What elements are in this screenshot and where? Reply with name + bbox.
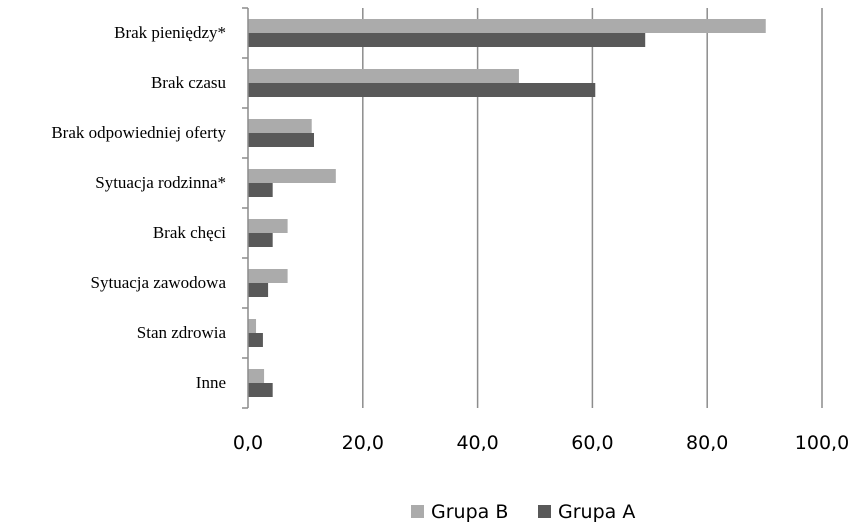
bar-grupa-b <box>248 369 265 383</box>
bar-grupa-a <box>248 83 596 97</box>
category-label: Brak pieniędzy* <box>114 23 226 42</box>
bar-grupa-b <box>248 69 519 83</box>
bar-grupa-b <box>248 119 312 133</box>
bar-grupa-a <box>248 333 263 347</box>
x-tick-labels: 0,0 20,0 40,0 60,0 80,0 100,0 <box>233 432 849 454</box>
category-label: Brak czasu <box>151 73 227 92</box>
bar-grupa-a <box>248 283 269 297</box>
bar-grupa-a <box>248 133 315 147</box>
x-tick-label: 0,0 <box>233 432 263 454</box>
bar-grupa-b <box>248 19 766 33</box>
category-label: Brak chęci <box>153 223 226 242</box>
legend-swatch <box>411 505 424 518</box>
category-label: Sytuacja zawodowa <box>91 273 227 292</box>
axes <box>242 7 249 409</box>
legend-label: Grupa B <box>431 501 508 523</box>
x-tick-label: 80,0 <box>686 432 728 454</box>
legend-swatch <box>538 505 551 518</box>
legend: Grupa B Grupa A <box>411 501 635 523</box>
bar-grupa-b <box>248 219 288 233</box>
bar-grupa-a <box>248 233 273 247</box>
bars <box>248 19 766 397</box>
category-label: Brak odpowiedniej oferty <box>51 123 226 142</box>
bar-grupa-b <box>248 269 288 283</box>
category-label: Inne <box>196 373 226 392</box>
category-label: Stan zdrowia <box>137 323 227 342</box>
bar-grupa-b <box>248 169 336 183</box>
category-labels: Brak pieniędzy* Brak czasu Brak odpowiedni… <box>51 23 226 392</box>
bar-grupa-b <box>248 319 257 333</box>
x-tick-label: 20,0 <box>342 432 384 454</box>
bar-grupa-a <box>248 383 273 397</box>
x-tick-label: 60,0 <box>571 432 613 454</box>
grid-lines <box>362 8 823 408</box>
bar-grupa-a <box>248 183 273 197</box>
x-tick-label: 40,0 <box>456 432 498 454</box>
category-label: Sytuacja rodzinna* <box>95 173 226 192</box>
bar-grupa-a <box>248 33 646 47</box>
legend-label: Grupa A <box>558 501 635 523</box>
x-tick-label: 100,0 <box>795 432 849 454</box>
